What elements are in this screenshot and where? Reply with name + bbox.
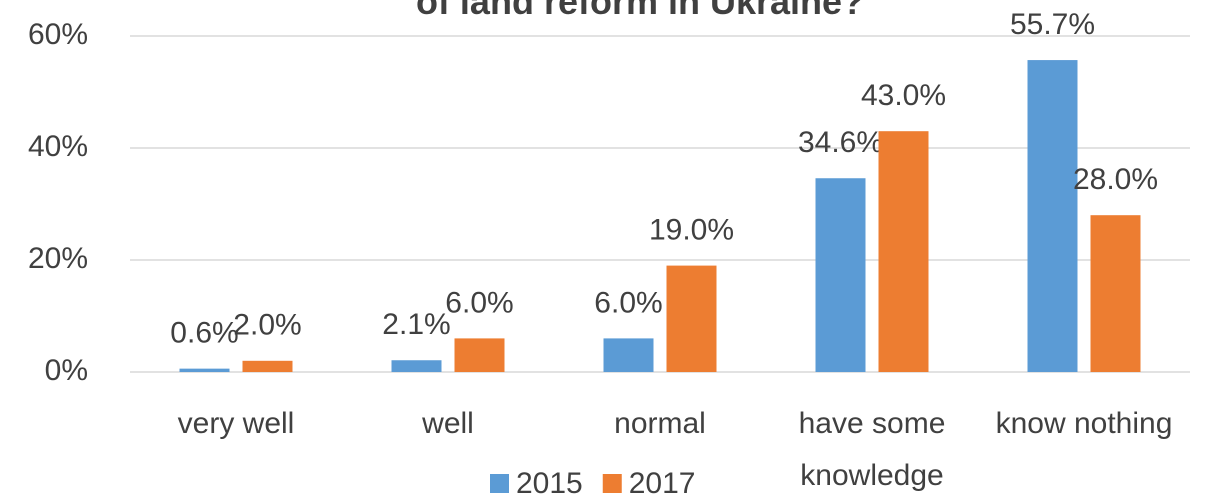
value-label: 6.0% — [445, 286, 513, 319]
bar — [815, 178, 866, 372]
value-label: 28.0% — [1073, 163, 1158, 196]
bar — [391, 360, 442, 372]
x-tick-label: well — [421, 407, 474, 440]
legend-swatch — [490, 474, 509, 493]
y-tick-label: 20% — [28, 242, 88, 275]
x-tick-label: very well — [178, 407, 295, 440]
legend-swatch — [602, 474, 622, 493]
y-tick-label: 0% — [45, 354, 88, 387]
bar — [454, 338, 505, 372]
legend-label: 2015 — [516, 467, 583, 497]
y-tick-label: 40% — [28, 130, 88, 163]
value-label: 43.0% — [861, 79, 946, 112]
bar — [179, 368, 230, 372]
bar — [1027, 60, 1078, 373]
legend-label: 2017 — [629, 467, 696, 497]
bar — [242, 360, 293, 372]
y-tick-label: 60% — [28, 18, 88, 51]
value-label: 0.6% — [170, 317, 238, 350]
bar — [1090, 215, 1141, 372]
value-label: 34.6% — [798, 126, 883, 159]
value-label: 2.0% — [233, 309, 301, 342]
bar — [878, 131, 929, 372]
chart-title: of land reform in Ukraine? — [416, 0, 864, 22]
value-label: 55.7% — [1010, 8, 1095, 41]
x-tick-label: know nothing — [996, 407, 1173, 440]
bar — [603, 338, 654, 372]
bar — [666, 265, 717, 372]
value-label: 19.0% — [649, 214, 734, 247]
value-label: 2.1% — [382, 308, 450, 341]
x-tick-label: have some knowledge — [799, 407, 946, 492]
x-tick-label: normal — [614, 407, 706, 440]
value-label: 6.0% — [594, 286, 662, 319]
